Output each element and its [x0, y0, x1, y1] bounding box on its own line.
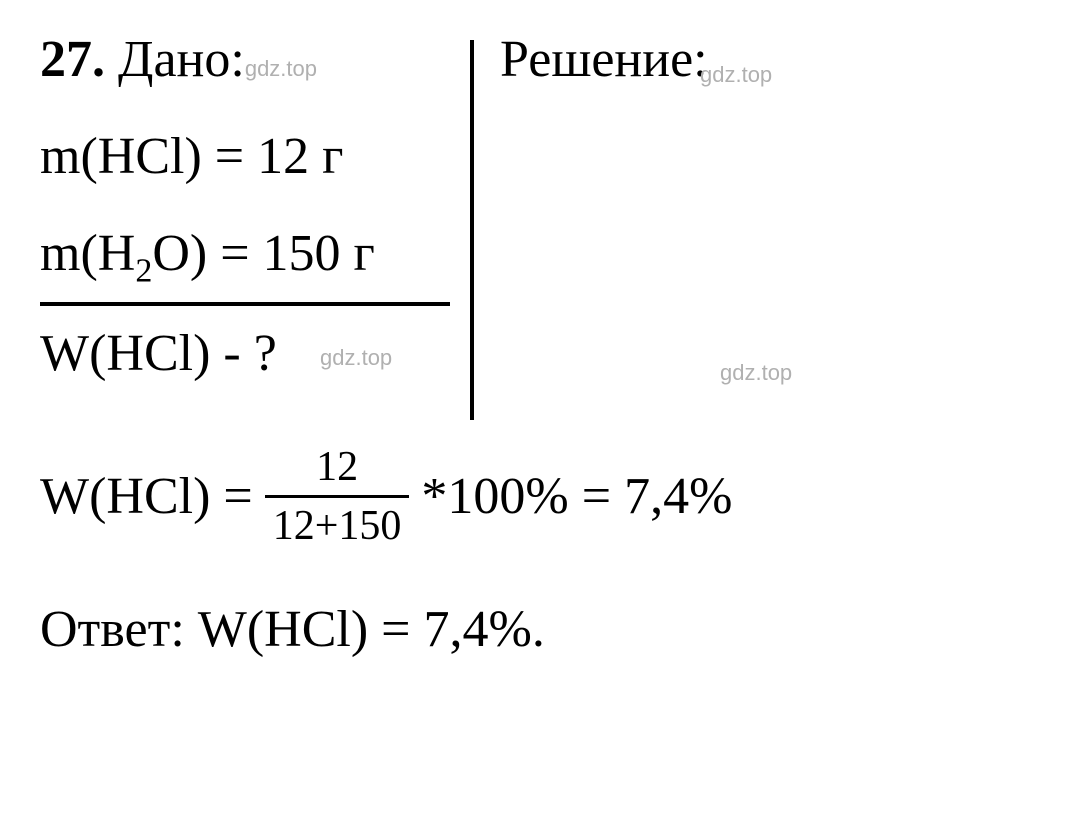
given-line-2-subscript: 2 [135, 252, 152, 289]
fraction: 12 12+150 [265, 443, 410, 550]
formula-rhs: *100% = 7,4% [421, 467, 732, 526]
horizontal-divider [40, 302, 450, 306]
formula-section: W(HCl) = 12 12+150 *100% = 7,4% [40, 443, 1035, 550]
numerator: 12 [308, 443, 366, 495]
denominator: 12+150 [265, 498, 410, 550]
formula-lhs: W(HCl) = [40, 467, 253, 526]
answer-line: Ответ: W(HCl) = 7,4%. [40, 600, 1035, 659]
problem-number: 27. [40, 31, 105, 88]
watermark-4: gdz.top [720, 360, 792, 386]
watermark-2: gdz.top [700, 62, 772, 88]
given-line-1: m(HCl) = 12 г [40, 127, 470, 186]
given-line-2: m(H2O) = 150 г [40, 224, 470, 290]
given-header-line: 27. Дано:gdz.top [40, 30, 470, 89]
given-line-2-prefix: m(H [40, 225, 135, 282]
problem-top-section: 27. Дано:gdz.top m(HCl) = 12 г m(H2O) = … [40, 30, 1035, 383]
given-column: 27. Дано:gdz.top m(HCl) = 12 г m(H2O) = … [40, 30, 470, 383]
watermark-3: gdz.top [320, 345, 392, 371]
solution-label: Решение: [500, 30, 708, 89]
given-line-2-suffix: O) = 150 г [152, 225, 375, 282]
watermark-1: gdz.top [245, 56, 317, 81]
vertical-divider [470, 40, 474, 420]
given-label: Дано: [118, 31, 245, 88]
solution-column: Решение: [470, 30, 708, 89]
find-line: W(HCl) - ? [40, 324, 470, 383]
